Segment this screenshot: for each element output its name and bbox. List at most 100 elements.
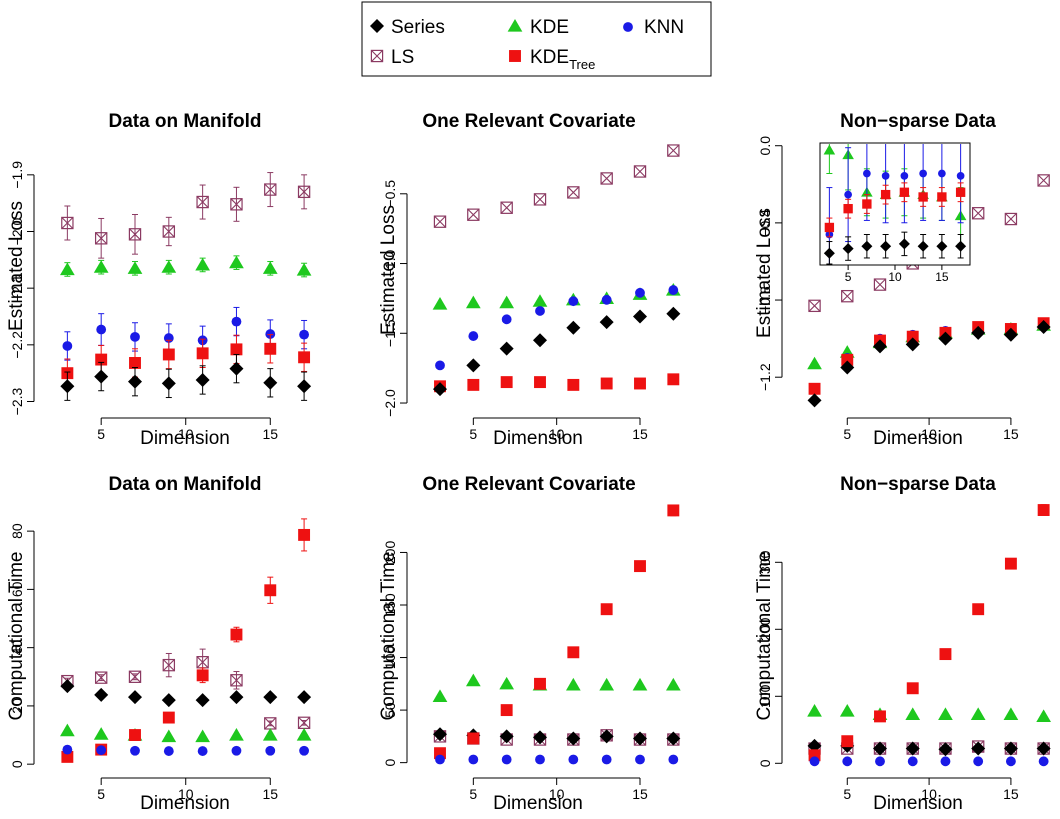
panel-5-point-kdetree-4 xyxy=(567,646,580,659)
panel-1-point-ls-4 xyxy=(196,195,209,209)
inset-point-kdetree-0 xyxy=(824,222,835,233)
panel-1-ytick-label-0: −2.3 xyxy=(9,387,25,415)
panel-5-point-kdetree-3 xyxy=(534,677,546,690)
panel-2-point-kdetree-4 xyxy=(567,378,580,391)
panel-5-point-knn-0 xyxy=(435,754,445,765)
panel-6-ytick-label-3: 300 xyxy=(757,550,773,574)
panel-5-group: 0 50 100 150 200 5 10 15 xyxy=(382,504,681,802)
legend-markers xyxy=(370,19,633,63)
panel-1-point-knn-2 xyxy=(130,332,140,342)
panel-4-group: 0 20 40 60 80 5 10 15 xyxy=(9,518,312,802)
inset-point-kdetree-7 xyxy=(955,187,966,197)
panel-5-point-kdetree-2 xyxy=(500,704,513,717)
panel-1-point-knn-6 xyxy=(265,329,276,339)
panel-4-point-ls-5-cross-b xyxy=(230,674,243,687)
panel-2-point-ls-2-box xyxy=(500,201,513,214)
panel-3-point-ls-5 xyxy=(971,207,985,220)
panel-6-point-kdetree-4 xyxy=(939,648,952,661)
panel-1-point-kde-6 xyxy=(262,261,278,274)
panel-1-point-ls-3-box xyxy=(162,225,176,238)
panel-2-point-ls-6 xyxy=(633,165,647,178)
panel-2-point-ls-6-box xyxy=(633,165,647,178)
panel-2-point-knn-7 xyxy=(668,285,679,295)
panel-3-point-ls-2 xyxy=(873,278,887,291)
panel-1-point-ls-6-box xyxy=(264,183,277,196)
panel-2-point-kdetree-3 xyxy=(534,376,546,389)
panel-1-point-ls-0-cross-b xyxy=(61,217,74,229)
panel-6-point-kdetree-3 xyxy=(906,682,919,695)
panel-3-point-ls-5-cross-b xyxy=(972,207,985,220)
panel-2-point-ls-0-cross-b xyxy=(434,215,446,228)
panel-3-xtick-label-0: 5 xyxy=(843,426,851,442)
panel-6-ytick-label-2: 200 xyxy=(757,617,773,641)
panel-1-point-ls-1-cross-b xyxy=(95,232,108,245)
inset-point-knn-5 xyxy=(919,169,927,178)
panel-4-point-kde-6 xyxy=(262,728,278,741)
panel-2-ytick-label-2: −1.0 xyxy=(382,250,398,278)
panel-6-ytick-label-0: 0 xyxy=(757,759,773,767)
panel-4-ytick-label-2: 40 xyxy=(9,640,25,656)
panel-2-xtick-label-2: 15 xyxy=(632,426,648,442)
panel-4-point-series-1 xyxy=(94,687,109,702)
panel-2-point-knn-6 xyxy=(635,287,645,298)
panel-1-point-knn-5 xyxy=(231,316,242,327)
panel-3-point-ls-6 xyxy=(1004,212,1018,226)
panel-4-xtick-label-2: 15 xyxy=(262,786,278,802)
panel-1-point-kde-3 xyxy=(161,260,177,273)
panel-1-point-kdetree-1 xyxy=(95,353,108,366)
panel-1-point-knn-1 xyxy=(96,324,107,335)
legend-box xyxy=(361,1,712,77)
panel-1-point-ls-3 xyxy=(162,225,176,238)
panel-5-point-kde-2 xyxy=(499,676,515,690)
panel-6-ylabel: Computational Time xyxy=(754,552,775,721)
panel-4-point-series-3 xyxy=(161,693,176,708)
panel-4-point-knn-5 xyxy=(231,745,242,756)
panel-2-point-ls-2 xyxy=(500,201,513,214)
panel-4-point-knn-0 xyxy=(62,744,73,755)
panel-2-point-series-4 xyxy=(566,320,581,335)
panel-2-ytick-label-1: −1.5 xyxy=(382,319,398,347)
panel-3-point-series-5 xyxy=(971,325,986,340)
panel-1-point-kde-7 xyxy=(296,263,312,276)
panel-5-point-kdetree-6 xyxy=(634,560,646,573)
panel-3-point-ls-0-box xyxy=(808,299,821,313)
panel-2-point-series-1 xyxy=(466,358,481,373)
panel-2-point-ls-5 xyxy=(600,172,613,185)
panel-1-point-ls-0-box xyxy=(61,216,74,230)
panel-1-point-ls-5-box xyxy=(230,198,243,211)
panel-1-point-ls-6 xyxy=(264,183,277,196)
panel-4-point-kde-3 xyxy=(161,729,177,743)
panel-3-ytick-label-1: −0.8 xyxy=(757,286,773,314)
panel-4-ytick-label-3: 60 xyxy=(9,581,25,597)
panel-3-ytick-label-0: −1.2 xyxy=(757,363,773,391)
panel-6-point-series-6 xyxy=(1003,741,1018,756)
panel-5-ytick-label-4: 200 xyxy=(382,541,398,565)
inset-point-kdetree-4 xyxy=(899,187,910,197)
panel-3-point-kde-0 xyxy=(807,356,822,370)
panel-6-point-knn-3 xyxy=(907,756,918,767)
panel-1-point-ls-5-cross-b xyxy=(230,198,243,211)
panel-6-point-knn-4 xyxy=(940,756,951,767)
panel-4-point-series-0 xyxy=(60,679,75,694)
panel-6-point-series-7 xyxy=(1036,741,1051,756)
panel-1-point-ls-3-cross-b xyxy=(162,225,175,238)
panel-5-ylabel: Computational Time xyxy=(378,552,399,721)
inset-point-kdetree-5 xyxy=(918,192,928,202)
panel-3-xtick-label-2: 15 xyxy=(1003,426,1019,442)
panel-1-point-ls-2-cross-b xyxy=(129,228,141,241)
panel-1-point-kdetree-3 xyxy=(162,348,175,361)
inset-point-kdetree-3 xyxy=(880,189,891,200)
inset-point-series-5 xyxy=(917,240,929,252)
legend-label-kde: KDE xyxy=(530,17,569,38)
panel-5-ytick-label-0: 0 xyxy=(382,759,398,767)
panel-6-title: Non−sparse Data xyxy=(840,474,996,495)
panel-2-point-kdetree-2 xyxy=(500,376,513,389)
panel-2-point-series-3 xyxy=(533,333,547,348)
panel-2-point-series-0 xyxy=(433,382,447,397)
inset-frame xyxy=(819,142,971,266)
panel-2-group: −2.0 −1.5 −1.0 −0.5 5 10 15 xyxy=(382,144,681,442)
panel-1-point-ls-7-cross-b xyxy=(298,185,311,198)
panel-1-point-ls-5 xyxy=(230,198,243,211)
panel-1-ytick-label-2: −2.1 xyxy=(9,274,25,302)
